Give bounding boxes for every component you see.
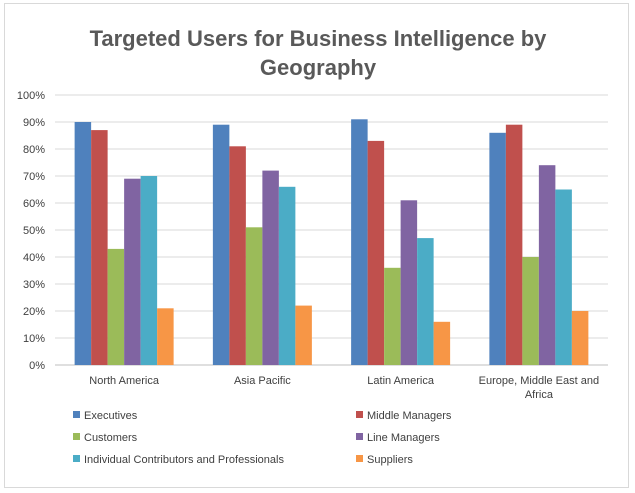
- y-tick-label: 80%: [23, 144, 45, 156]
- bar: [278, 186, 296, 365]
- y-tick-label: 50%: [23, 225, 45, 237]
- legend-label: Customers: [84, 432, 138, 444]
- bar: [351, 119, 368, 365]
- x-category-label: Latin America: [367, 375, 435, 387]
- bar: [140, 176, 158, 365]
- bar: [245, 227, 263, 365]
- y-axis-ticks: 0% 10% 20% 30% 40% 50% 60% 70% 80% 90% 100%: [17, 90, 45, 372]
- bar: [212, 124, 230, 365]
- bar: [262, 170, 279, 365]
- chart-title-line-1: Targeted Users for Business Intelligence…: [90, 26, 548, 51]
- legend-label: Line Managers: [367, 432, 440, 444]
- legend-swatch: [73, 411, 80, 418]
- legend-label: Suppliers: [367, 454, 413, 466]
- legend-label: Individual Contributors and Professional…: [84, 454, 284, 466]
- chart-title-line-2: Geography: [260, 55, 377, 80]
- legend-swatch: [73, 455, 80, 462]
- bar: [367, 140, 385, 365]
- y-tick-label: 70%: [23, 171, 45, 183]
- bar: [157, 308, 174, 365]
- bar: [74, 122, 92, 365]
- bar: [295, 305, 312, 365]
- legend: Executives Middle Managers Customers Line M…: [73, 410, 452, 466]
- bar: [555, 189, 572, 365]
- bar: [505, 124, 523, 365]
- bar: [124, 178, 141, 365]
- x-category-label: Europe, Middle East and: [479, 375, 599, 387]
- y-tick-label: 60%: [23, 198, 45, 210]
- legend-label: Executives: [84, 410, 138, 422]
- chart-frame: [4, 3, 629, 488]
- y-tick-label: 30%: [23, 279, 45, 291]
- x-axis: North America Asia Pacific Latin America Eu…: [89, 375, 599, 401]
- bar: [433, 321, 451, 365]
- y-tick-label: 20%: [23, 306, 45, 318]
- y-tick-label: 90%: [23, 117, 45, 129]
- bar: [489, 132, 506, 365]
- bar: [91, 130, 108, 365]
- bars: [74, 119, 589, 365]
- legend-swatch: [356, 433, 363, 440]
- bar: [400, 200, 418, 365]
- x-category-label: Africa: [525, 389, 554, 401]
- legend-swatch: [356, 411, 363, 418]
- y-tick-label: 0%: [29, 360, 45, 372]
- bar: [522, 257, 539, 365]
- bar: [229, 146, 246, 365]
- legend-swatch: [356, 455, 363, 462]
- y-tick-label: 100%: [17, 90, 45, 102]
- legend-swatch: [73, 433, 80, 440]
- y-tick-label: 40%: [23, 252, 45, 264]
- x-category-label: Asia Pacific: [234, 375, 291, 387]
- y-tick-label: 10%: [23, 333, 45, 345]
- bar: [107, 248, 125, 365]
- bar: [417, 238, 434, 365]
- bar: [571, 311, 589, 365]
- x-category-label: North America: [89, 375, 160, 387]
- legend-label: Middle Managers: [367, 410, 452, 422]
- bar: [538, 165, 556, 365]
- bar: [384, 267, 401, 365]
